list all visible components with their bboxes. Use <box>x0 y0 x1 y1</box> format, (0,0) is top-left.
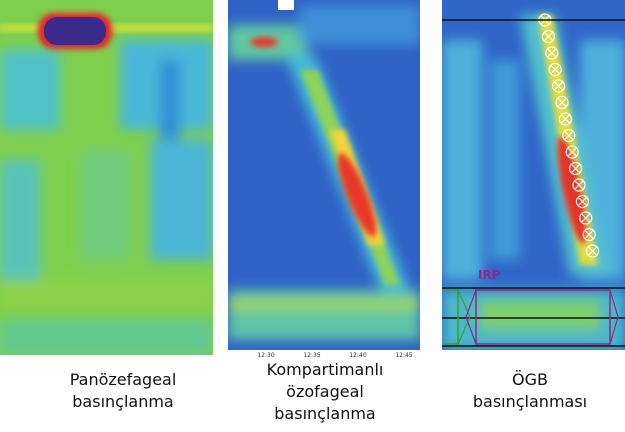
caption: ÖGB <box>512 370 548 389</box>
caption: basınçlanma <box>72 392 173 411</box>
caption: basınçlanma <box>274 404 375 423</box>
time-tick-label: 12:45 <box>395 352 412 359</box>
time-tick-label: 12:30 <box>257 352 274 359</box>
caption: özofageal <box>286 382 364 401</box>
panel-egj: IRP <box>442 0 625 350</box>
panel-panesophageal <box>0 0 213 355</box>
panel-compartmental <box>228 0 420 350</box>
caption: basınçlanması <box>473 392 587 411</box>
caption: Panözefageal <box>70 370 177 389</box>
time-tick-label: 12:40 <box>349 352 366 359</box>
caption: Kompartimanlı <box>267 360 384 379</box>
figure: 12:30 12:35 12:40 12:45 IRP Panözefageal ba… <box>0 0 625 432</box>
irp-label: IRP <box>478 268 501 282</box>
time-tick-label: 12:35 <box>303 352 320 359</box>
